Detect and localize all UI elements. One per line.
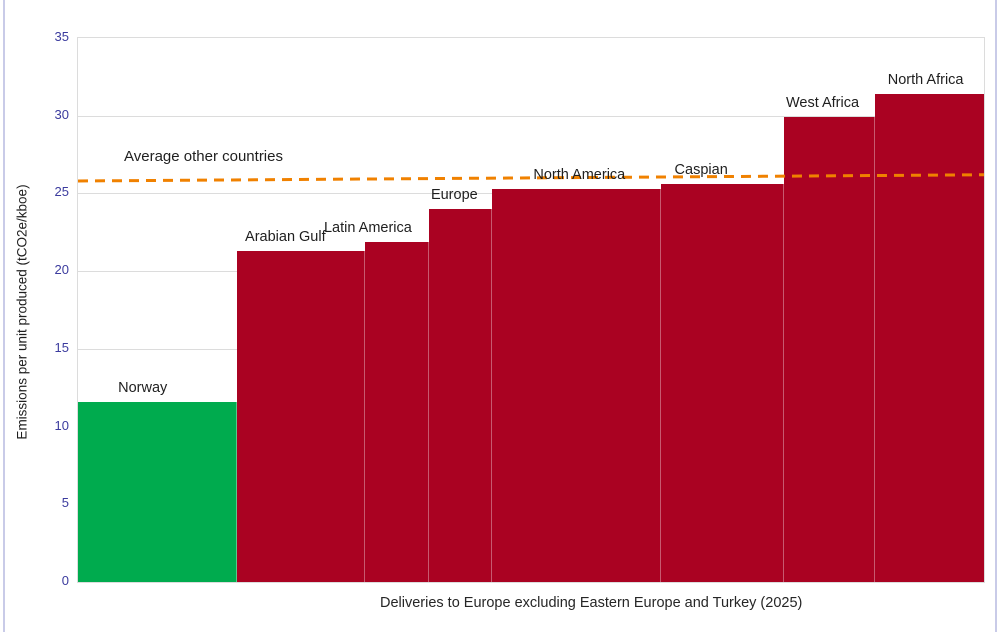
bar-label-europe: Europe <box>430 186 478 203</box>
bar-north-america <box>492 188 661 582</box>
bar-caspian <box>660 184 784 582</box>
y-tick-15: 15 <box>54 339 69 355</box>
window-right-edge <box>995 0 997 632</box>
bar-europe <box>428 208 493 582</box>
x-axis-label: Deliveries to Europe excluding Eastern E… <box>380 595 803 611</box>
y-tick-10: 10 <box>54 417 69 433</box>
bar-label-caspian: Caspian <box>674 162 728 179</box>
y-tick-35: 35 <box>54 29 69 44</box>
bar-norway <box>78 401 238 582</box>
bar-arabian-gulf <box>237 250 366 582</box>
y-axis-title: Emissions per unit produced (tCO2e/kboe) <box>14 184 30 440</box>
bar-latin-america <box>365 241 429 582</box>
bar-west-africa <box>783 117 876 582</box>
y-tick-20: 20 <box>54 262 69 278</box>
gridline-30 <box>78 115 984 117</box>
bar-label-north-africa: North Africa <box>887 71 964 88</box>
y-tick-5: 5 <box>61 495 69 511</box>
bar-label-latin-america: Latin America <box>323 219 412 236</box>
bar-label-arabian-gulf: Arabian Gulf <box>245 228 326 245</box>
average-line-label: Average other countries <box>124 148 283 165</box>
y-tick-0: 0 <box>61 573 69 588</box>
plot-area: Average other countries Norway Arabian Gu… <box>77 37 985 583</box>
bar-label-west-africa: West Africa <box>785 95 860 112</box>
y-tick-25: 25 <box>54 184 69 200</box>
bar-label-north-america: North America <box>533 166 626 183</box>
y-tick-30: 30 <box>54 106 69 122</box>
bar-label-norway: Norway <box>118 379 168 396</box>
window-left-edge <box>3 0 5 632</box>
bar-north-africa <box>875 93 984 582</box>
